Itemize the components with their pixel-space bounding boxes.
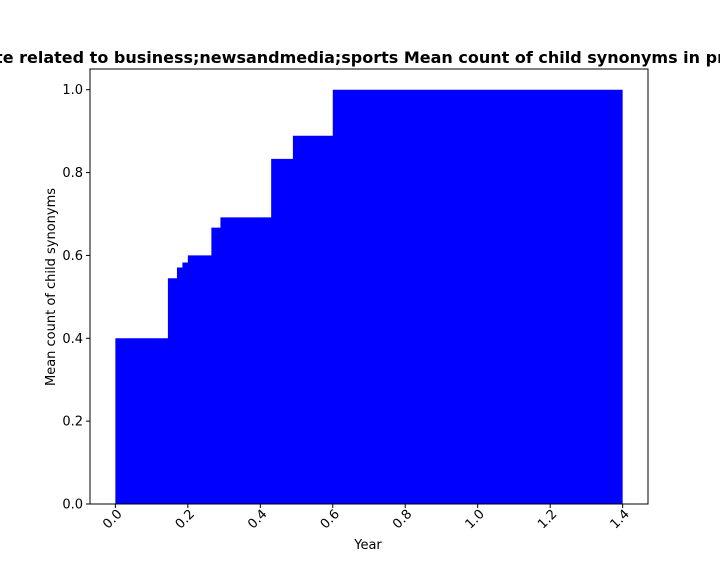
series-area: [115, 89, 623, 504]
y-tick-label: 0.0: [62, 498, 83, 513]
y-tick-label: 1.0: [62, 83, 83, 98]
axes-frame: [89, 68, 649, 505]
chart-title: te related to business;newsandmedia;spor…: [0, 48, 720, 67]
y-tick-label: 0.4: [62, 332, 83, 347]
y-tick-label: 0.8: [62, 166, 83, 181]
y-tick-label: 0.2: [62, 415, 83, 430]
y-tick-label: 0.6: [62, 249, 83, 264]
x-axis-label: Year: [353, 538, 382, 553]
plot-area: [115, 89, 623, 504]
y-axis-label: Mean count of child synonyms: [44, 188, 59, 386]
